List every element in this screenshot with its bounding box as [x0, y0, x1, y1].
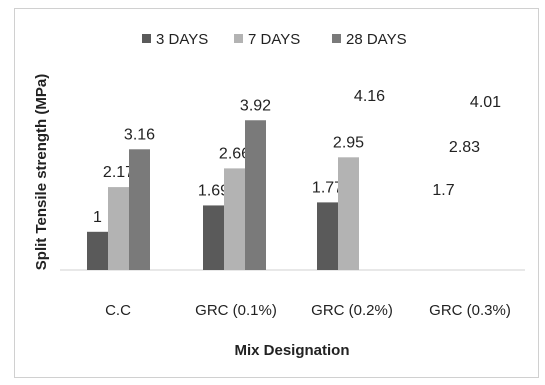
data-label: 1.69 [198, 182, 229, 199]
x-tick-label: C.C [105, 302, 131, 319]
legend: 3 DAYS 7 DAYS 28 DAYS [142, 31, 407, 48]
y-axis-title: Split Tensile strength (MPa) [33, 74, 50, 270]
bar-7-days-2 [338, 157, 359, 270]
legend-label: 3 DAYS [156, 31, 208, 48]
bar-28-days-0 [129, 149, 150, 270]
data-label: 2.17 [103, 164, 134, 181]
data-label: 2.66 [219, 145, 250, 162]
bar-7-days-0 [108, 187, 129, 270]
data-label: 2.83 [449, 139, 480, 156]
legend-swatch [142, 34, 151, 43]
data-label: 1 [93, 209, 102, 226]
x-tick-label: GRC (0.2%) [311, 302, 393, 319]
chart-frame [14, 8, 539, 378]
x-tick-label: GRC (0.3%) [429, 302, 511, 319]
data-label: 3.16 [124, 126, 155, 143]
data-label: 4.01 [470, 94, 501, 111]
legend-swatch [332, 34, 341, 43]
data-label: 2.95 [333, 134, 364, 151]
plot-area: 1 1.69 1.77 1.7 2.17 2.66 2.95 2.83 3.16 3.92 4.16… [60, 88, 525, 319]
data-label: 1.77 [312, 179, 343, 196]
x-axis-title: Mix Designation [234, 342, 349, 359]
legend-label: 28 DAYS [346, 31, 407, 48]
bar-7-days-1 [224, 168, 245, 270]
legend-swatch [234, 34, 243, 43]
data-label: 3.92 [240, 97, 271, 114]
bar-3-days-2 [317, 202, 338, 270]
bar-3-days-0 [87, 231, 108, 270]
data-label: 4.16 [354, 88, 385, 105]
data-label: 1.7 [432, 182, 454, 199]
x-tick-label: GRC (0.1%) [195, 302, 277, 319]
legend-label: 7 DAYS [248, 31, 300, 48]
bar-28-days-1 [245, 120, 266, 270]
bar-3-days-1 [203, 205, 224, 270]
